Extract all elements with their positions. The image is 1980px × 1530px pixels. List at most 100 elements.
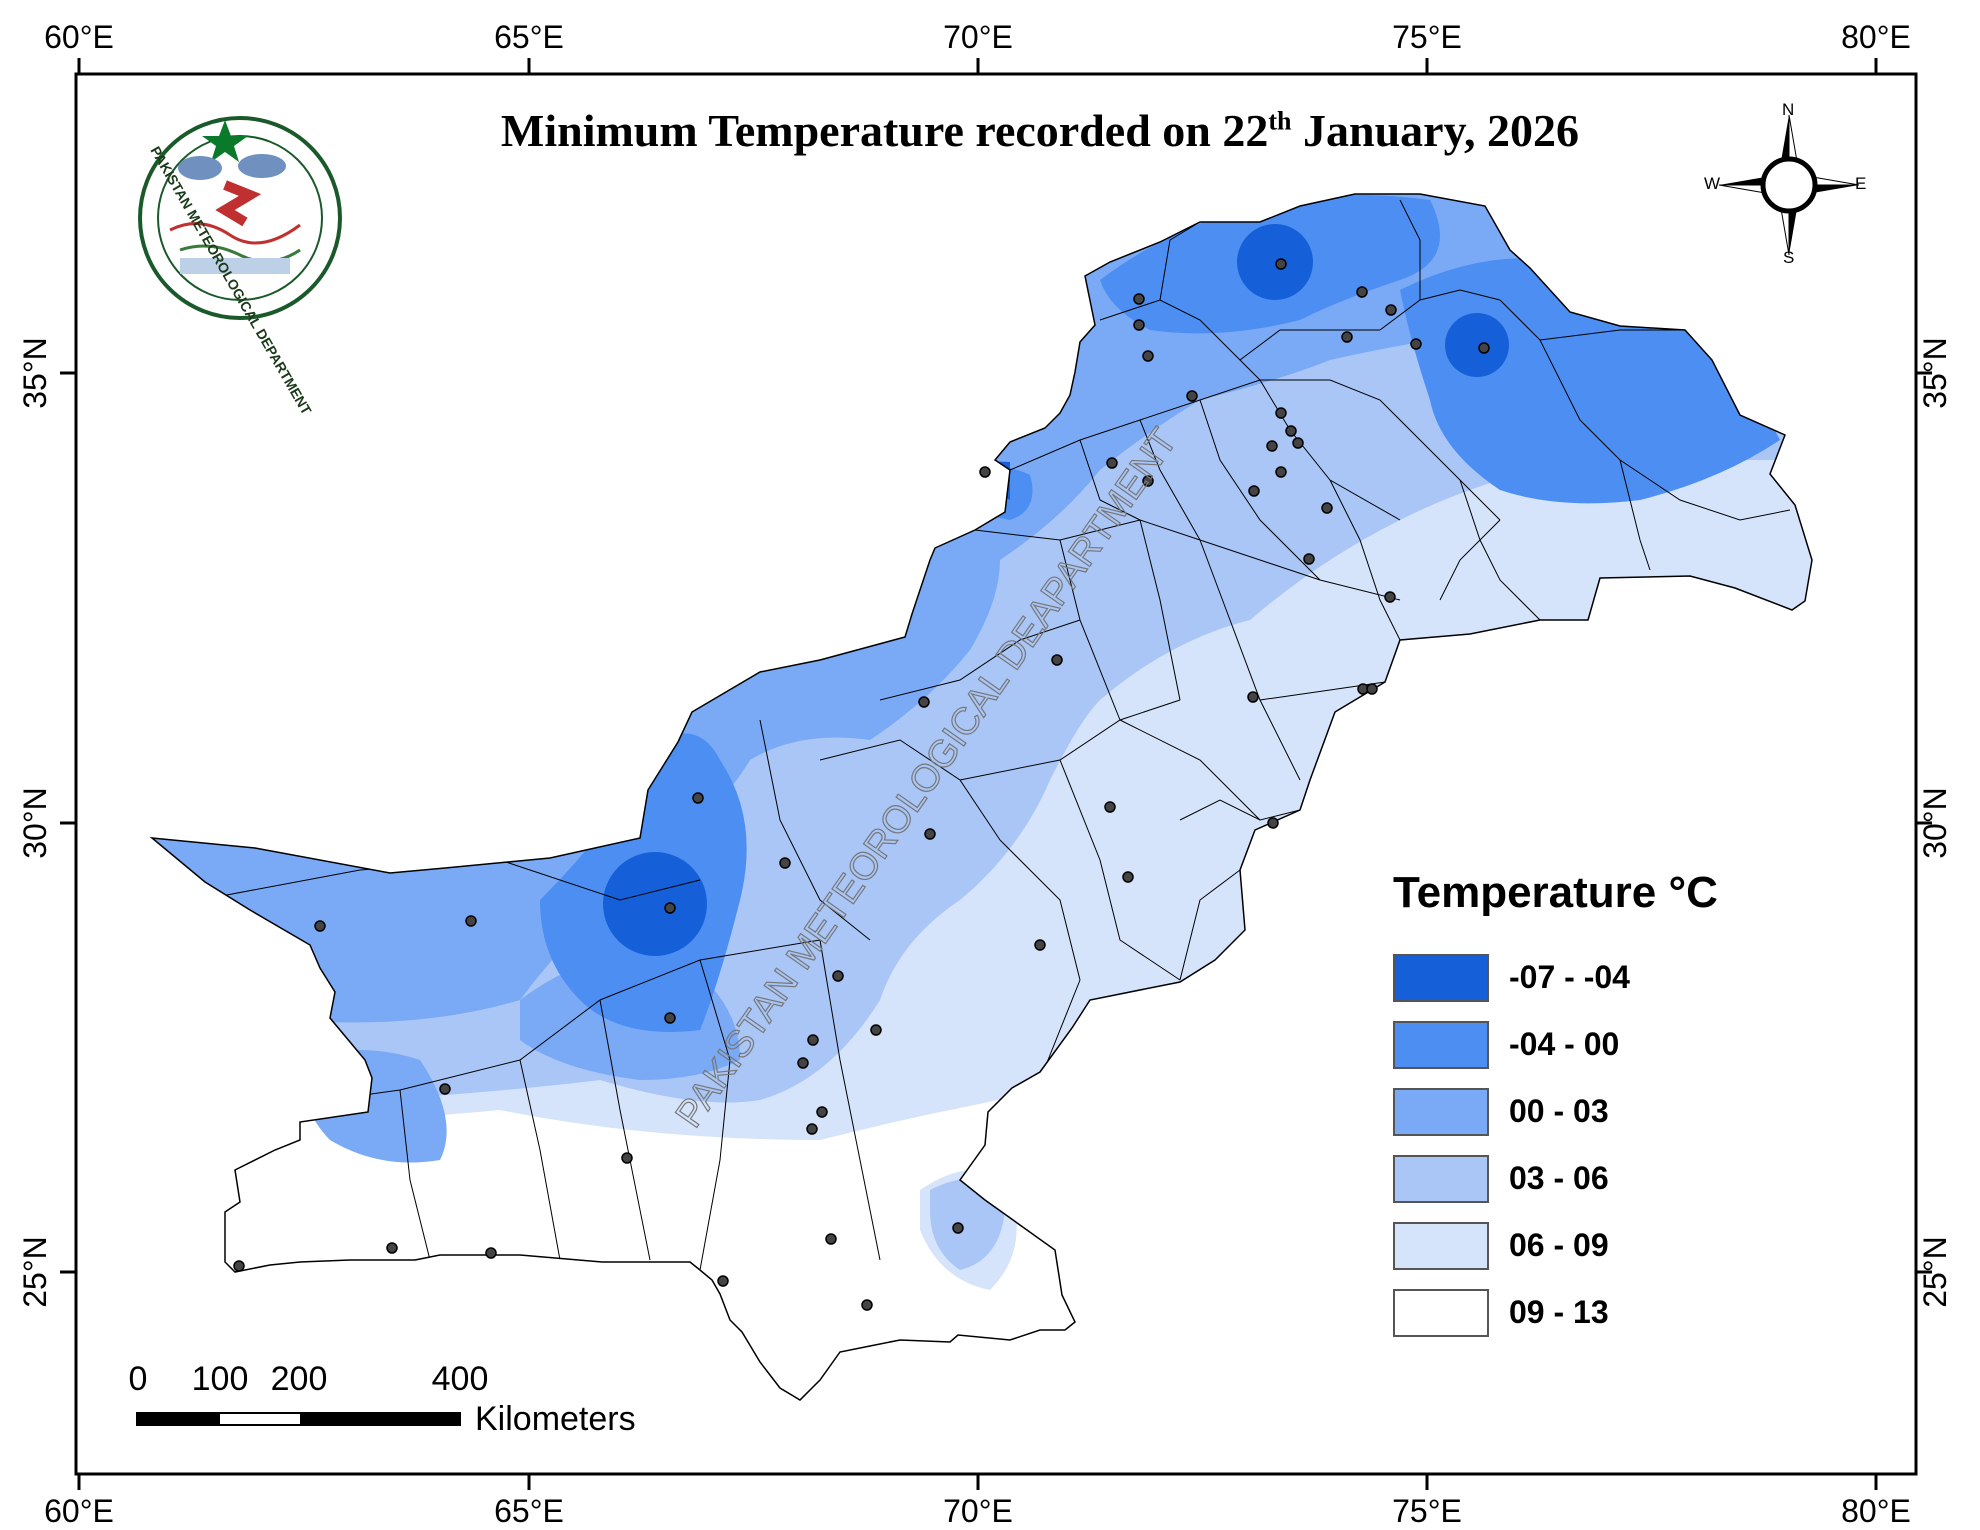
station-marker	[664, 902, 676, 914]
legend-swatch	[1393, 1154, 1489, 1203]
district-boundaries	[199, 199, 1791, 1271]
legend-item: 03 - 06	[1393, 1145, 1753, 1212]
contour-cold-core-quetta	[603, 852, 707, 956]
station-marker	[1478, 342, 1490, 354]
legend-swatch	[1393, 1020, 1489, 1069]
lon-label: 60°E	[44, 19, 114, 55]
contour-cold-core-skardu	[1237, 224, 1313, 300]
station-marker	[797, 1057, 809, 1069]
map-title: Minimum Temperature recorded on 22th Jan…	[300, 104, 1780, 157]
lat-label: 35°N	[1917, 337, 1953, 409]
lon-label: 70°E	[943, 1493, 1013, 1529]
station-marker	[386, 1242, 398, 1254]
legend-swatch	[1393, 1087, 1489, 1136]
station-marker	[1292, 437, 1304, 449]
legend-swatch	[1393, 953, 1489, 1002]
station-marker	[621, 1152, 633, 1164]
station-marker	[465, 915, 477, 927]
legend-label: -04 - 00	[1509, 1026, 1620, 1062]
lat-label: 30°N	[17, 787, 53, 859]
station-marker	[1247, 691, 1259, 703]
station-marker	[717, 1275, 729, 1287]
station-marker	[832, 970, 844, 982]
lon-label: 80°E	[1841, 1493, 1911, 1529]
legend-item: -07 - -04	[1393, 944, 1753, 1011]
station-marker	[1104, 801, 1116, 813]
station-marker	[1366, 683, 1378, 695]
legend-swatch	[1393, 1288, 1489, 1337]
station-marker	[1267, 817, 1279, 829]
title-text: Minimum Temperature recorded on 22	[500, 105, 1269, 156]
title-text-after: January, 2026	[1291, 105, 1580, 156]
lon-label: 70°E	[943, 19, 1013, 55]
station-marker	[314, 920, 326, 932]
scale-bar-graphic	[136, 1412, 461, 1426]
station-marker	[1385, 304, 1397, 316]
station-marker	[1356, 286, 1368, 298]
station-marker	[979, 466, 991, 478]
legend-item: 06 - 09	[1393, 1212, 1753, 1279]
lat-label: 25°N	[1917, 1236, 1953, 1308]
station-marker	[664, 1012, 676, 1024]
station-marker	[1142, 475, 1154, 487]
station-marker	[1266, 440, 1278, 452]
station-marker	[825, 1233, 837, 1245]
station-marker	[924, 828, 936, 840]
station-marker	[1122, 871, 1134, 883]
compass-w-label: W	[1704, 174, 1721, 193]
latitude-labels-left: 35°N 30°N 25°N	[17, 337, 53, 1308]
longitude-labels-top: 60°E 65°E 70°E 75°E 80°E	[44, 19, 1911, 55]
station-marker	[1341, 331, 1353, 343]
station-marker	[439, 1083, 451, 1095]
lon-label: 75°E	[1392, 19, 1462, 55]
logo-star	[202, 120, 248, 162]
legend-label: 00 - 03	[1509, 1093, 1609, 1129]
station-marker	[870, 1024, 882, 1036]
title-superscript: th	[1268, 106, 1292, 136]
lon-label: 65°E	[494, 1493, 564, 1529]
compass-e-label: E	[1855, 174, 1867, 193]
legend-label: -07 - -04	[1509, 959, 1630, 995]
station-marker	[1051, 654, 1063, 666]
station-marker	[1321, 502, 1333, 514]
compass-n-label: N	[1782, 100, 1795, 119]
station-marker	[1275, 407, 1287, 419]
compass-s-label: S	[1783, 248, 1795, 267]
legend-label: 03 - 06	[1509, 1160, 1609, 1196]
lon-label: 75°E	[1392, 1493, 1462, 1529]
legend-item: 00 - 03	[1393, 1078, 1753, 1145]
lon-label: 60°E	[44, 1493, 114, 1529]
station-marker	[1303, 553, 1315, 565]
scale-bar: 0 100 200 400 Kilometers	[120, 1360, 680, 1460]
scale-tick-label: 100	[191, 1360, 249, 1398]
station-marker	[1248, 485, 1260, 497]
longitude-labels-bottom: 60°E 65°E 70°E 75°E 80°E	[44, 1493, 1911, 1529]
north-arrow	[1718, 114, 1860, 256]
station-marker	[816, 1106, 828, 1118]
pmd-logo: PAKISTAN METEOROLOGICAL DEPARTMENT	[138, 116, 342, 418]
legend-item: 09 - 13	[1393, 1279, 1753, 1346]
legend-swatch	[1393, 1221, 1489, 1270]
lon-label: 80°E	[1841, 19, 1911, 55]
latitude-labels-right: 35°N 30°N 25°N	[1917, 337, 1953, 1308]
legend: Temperature °C -07 - -04 -04 - 00 00 - 0…	[1393, 868, 1753, 1346]
frame-ticks	[60, 58, 1932, 1490]
station-marker	[1142, 350, 1154, 362]
station-marker	[1106, 457, 1118, 469]
station-marker	[1133, 293, 1145, 305]
station-marker	[952, 1222, 964, 1234]
station-marker	[692, 792, 704, 804]
station-marker	[233, 1260, 245, 1272]
station-marker	[485, 1247, 497, 1259]
station-marker	[1384, 591, 1396, 603]
station-marker	[1186, 390, 1198, 402]
station-marker	[807, 1034, 819, 1046]
lon-label: 65°E	[494, 19, 564, 55]
station-marker	[1034, 939, 1046, 951]
legend-label: 09 - 13	[1509, 1294, 1609, 1330]
legend-title: Temperature °C	[1393, 868, 1718, 917]
station-marker	[861, 1299, 873, 1311]
station-marker	[1133, 319, 1145, 331]
station-marker	[1275, 258, 1287, 270]
